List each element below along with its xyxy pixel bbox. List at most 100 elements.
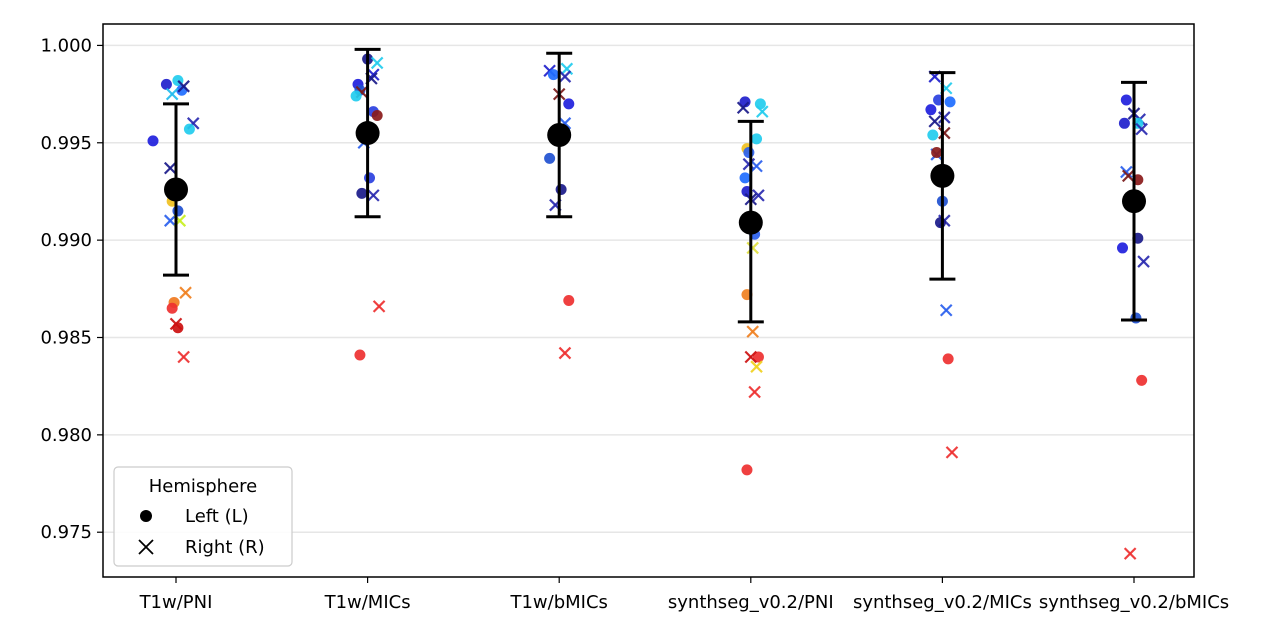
mean-marker	[1122, 189, 1146, 214]
x-tick-label: synthseg_v0.2/bMICs	[1039, 592, 1229, 613]
summary-markers	[163, 47, 1147, 324]
point-left	[172, 322, 184, 334]
legend-label-left: Left (L)	[185, 506, 249, 527]
point-left	[1130, 312, 1142, 324]
point-right	[177, 80, 190, 93]
point-right	[558, 70, 572, 83]
x-tick-label: synthseg_v0.2/PNI	[668, 592, 834, 613]
mean-marker	[930, 163, 955, 188]
point-left	[942, 353, 954, 365]
y-tick-label: 0.990	[40, 230, 92, 251]
point-right	[742, 157, 756, 171]
point-right	[750, 360, 763, 373]
x-tick-label: synthseg_v0.2/MICs	[853, 592, 1032, 613]
point-right	[928, 115, 942, 128]
x-tick-label: T1w/MICs	[324, 592, 411, 613]
legend: Hemisphere Left (L) Right (R)	[113, 466, 293, 567]
point-right	[367, 189, 380, 202]
point-left	[1120, 94, 1132, 106]
point-left	[183, 123, 195, 135]
y-tick-label: 0.980	[40, 425, 92, 446]
point-left	[752, 351, 764, 363]
point-left	[371, 110, 383, 122]
x-axis: T1w/PNI T1w/MICs T1w/bMICs synthseg_v0.2/PN…	[139, 577, 1229, 613]
point-right	[736, 101, 750, 115]
point-left	[931, 147, 943, 159]
point-left	[754, 98, 766, 110]
y-tick-label: 1.000	[40, 35, 92, 56]
y-tick-label: 0.975	[40, 522, 92, 543]
point-right	[945, 446, 959, 459]
point-left	[544, 152, 556, 164]
legend-title: Hemisphere	[149, 476, 258, 497]
point-right	[367, 68, 380, 81]
point-left	[147, 135, 159, 147]
point-left	[364, 172, 376, 184]
mean-marker	[355, 121, 380, 146]
point-right	[938, 111, 951, 124]
point-left	[743, 147, 755, 159]
point-left	[176, 84, 188, 96]
point-right	[177, 350, 190, 364]
point-left	[160, 78, 172, 90]
x-tick-label: T1w/bMICs	[509, 592, 607, 613]
point-right	[939, 303, 953, 317]
point-left	[1118, 117, 1130, 129]
point-right	[938, 126, 951, 140]
point-right	[163, 161, 177, 175]
point-right	[756, 105, 769, 118]
y-tick-label: 0.985	[40, 327, 92, 348]
point-left	[555, 184, 567, 196]
point-left	[166, 302, 178, 314]
point-left	[751, 133, 763, 145]
point-right	[558, 346, 572, 360]
point-left	[172, 205, 184, 217]
point-left	[356, 187, 368, 199]
point-right	[179, 286, 192, 299]
point-right	[163, 214, 177, 227]
point-right	[165, 87, 179, 101]
point-right	[370, 56, 384, 70]
point-left	[925, 104, 937, 116]
point-left	[739, 172, 751, 184]
point-right	[746, 241, 759, 255]
legend-box	[113, 466, 293, 567]
point-left	[547, 69, 559, 81]
point-right	[748, 385, 761, 399]
point-left	[1117, 242, 1129, 254]
point-right	[1121, 169, 1135, 183]
y-tick-label: 0.995	[40, 133, 92, 154]
point-left	[934, 217, 946, 229]
point-left	[563, 98, 575, 110]
point-left	[354, 349, 366, 361]
x-tick-label: T1w/PNI	[139, 592, 213, 613]
point-right	[372, 300, 386, 313]
point-right	[1123, 547, 1137, 560]
legend-label-right: Right (R)	[185, 537, 265, 558]
point-right	[1135, 122, 1148, 136]
point-right	[560, 62, 574, 76]
grid-lines	[103, 44, 1194, 533]
legend-circle-marker	[140, 510, 152, 522]
point-left	[350, 90, 362, 102]
point-left	[944, 96, 956, 108]
point-right	[744, 350, 758, 364]
point-right	[752, 189, 765, 202]
mean-marker	[164, 177, 188, 202]
point-right	[750, 159, 763, 173]
point-right	[1120, 165, 1133, 179]
plot-frame	[102, 23, 1195, 578]
point-right	[1137, 255, 1150, 268]
data-points	[147, 53, 1150, 560]
point-right	[746, 325, 759, 338]
point-left	[1136, 374, 1148, 386]
legend-x-marker	[138, 539, 154, 555]
point-left	[739, 96, 751, 108]
point-left	[741, 464, 753, 476]
point-left	[927, 129, 939, 141]
y-axis: 0.975 0.980 0.985 0.990 0.995 1.000	[40, 35, 103, 543]
mean-marker	[738, 210, 763, 235]
point-left	[563, 295, 575, 306]
